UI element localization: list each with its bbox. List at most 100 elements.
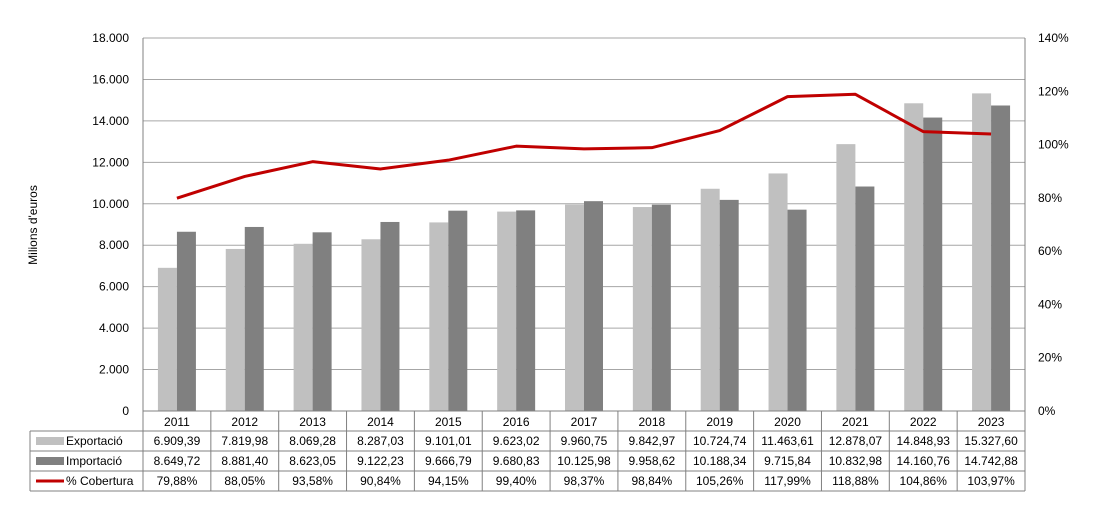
table-cell-value: 99,40% (496, 474, 537, 488)
y2-tick-label: 0% (1038, 404, 1056, 418)
y-axis-title: Milions d'euros (26, 185, 40, 265)
x-tick-label: 2016 (503, 415, 530, 429)
data-table: 2011 2012 2013 2014 2015 2016 2017 2018 2019 2020… (29, 411, 1026, 492)
export-bar (632, 207, 652, 411)
import-bar (176, 231, 196, 411)
axes: 0 2.000 4.000 6.000 8.000 10.000 12.000 14.000 1… (92, 31, 1069, 418)
table-cell-value: 104,86% (900, 474, 948, 488)
legend-label: Exportació (66, 434, 123, 448)
legend-key-import (36, 457, 64, 465)
x-tick-label: 2022 (910, 415, 937, 429)
y-tick-label: 0 (122, 404, 129, 418)
import-bar (448, 210, 468, 411)
y-tick-label: 2.000 (99, 363, 129, 377)
table-cell-value: 7.819,98 (221, 434, 268, 448)
legend-label: Importació (66, 454, 122, 468)
export-bar (904, 103, 924, 411)
x-tick-label: 2019 (706, 415, 733, 429)
import-bar (991, 105, 1011, 412)
export-bar (225, 248, 245, 411)
x-tick-label: 2012 (231, 415, 258, 429)
table-cell-value: 12.878,07 (829, 434, 883, 448)
import-bar (584, 201, 603, 411)
y-tick-label: 6.000 (99, 280, 129, 294)
export-bar (768, 173, 788, 411)
import-bar (312, 232, 332, 411)
table-cell-value: 79,88% (157, 474, 198, 488)
table-cell-value: 8.649,72 (154, 454, 201, 468)
x-tick-label: 2013 (299, 415, 326, 429)
export-bar (497, 211, 517, 411)
x-tick-label: 2021 (842, 415, 869, 429)
table-cell-value: 14.848,93 (897, 434, 951, 448)
export-bar (836, 144, 856, 412)
table-cell-value: 9.122,23 (357, 454, 404, 468)
coverage-line (176, 92, 992, 200)
x-tick-label: 2020 (774, 415, 801, 429)
import-bar (651, 204, 671, 411)
y2-tick-label: 60% (1038, 244, 1062, 258)
import-bar (719, 199, 739, 411)
import-bar (244, 226, 264, 411)
coverage-line-layer (176, 92, 992, 200)
table-cell-value: 93,58% (292, 474, 333, 488)
table-cell-value: 14.742,88 (964, 454, 1018, 468)
export-bar (565, 204, 584, 411)
table-cell-value: 8.623,05 (289, 454, 336, 468)
y-tick-label: 8.000 (99, 238, 129, 252)
y2-tick-label: 80% (1038, 191, 1062, 205)
y-tick-label: 14.000 (92, 114, 129, 128)
table-cell-value: 98,37% (564, 474, 605, 488)
table-cell-value: 90,84% (360, 474, 401, 488)
x-tick-label: 2015 (435, 415, 462, 429)
bars (157, 93, 1011, 412)
table-cell-value: 10.188,34 (693, 454, 747, 468)
table-cell-value: 10.832,98 (829, 454, 883, 468)
y-tick-label: 4.000 (99, 321, 129, 335)
x-tick-label: 2014 (367, 415, 394, 429)
y2-tick-label: 20% (1038, 351, 1062, 365)
export-bar (157, 267, 177, 411)
table-cell-value: 10.125,98 (557, 454, 611, 468)
export-bar (429, 222, 449, 411)
table-cell-value: 8.069,28 (289, 434, 336, 448)
table-cell-value: 98,84% (631, 474, 672, 488)
y2-tick-label: 120% (1038, 84, 1069, 98)
import-bar (923, 117, 943, 411)
table-cell-value: 118,88% (832, 474, 879, 488)
import-bar (855, 186, 875, 411)
export-bar (972, 93, 992, 412)
y2-tick-label: 140% (1038, 31, 1069, 45)
x-tick-label: 2017 (571, 415, 598, 429)
import-bar (380, 221, 400, 411)
table-cell-value: 117,99% (764, 474, 811, 488)
table-cell-value: 11.463,61 (761, 434, 814, 448)
x-tick-label: 2011 (164, 415, 190, 429)
export-bar (293, 243, 313, 411)
y-tick-label: 18.000 (92, 31, 129, 45)
table-cell-value: 6.909,39 (154, 434, 201, 448)
export-bar (361, 239, 381, 411)
table-cell-value: 9.623,02 (493, 434, 540, 448)
import-bar (516, 210, 536, 411)
table-cell-value: 8.881,40 (221, 454, 268, 468)
table-cell-value: 15.327,60 (964, 434, 1018, 448)
legend-key-export (36, 437, 64, 445)
y-tick-label: 16.000 (92, 72, 129, 86)
x-tick-label: 2023 (978, 415, 1005, 429)
y2-tick-label: 40% (1038, 297, 1062, 311)
table-cell-value: 103,97% (967, 474, 1015, 488)
table-cell-value: 9.101,01 (425, 434, 472, 448)
legend-label: % Cobertura (66, 474, 134, 488)
y-tick-label: 10.000 (92, 197, 129, 211)
table-cell-value: 8.287,03 (357, 434, 404, 448)
table-cell-value: 9.960,75 (561, 434, 608, 448)
table-cell-value: 94,15% (428, 474, 469, 488)
table-cell-value: 9.666,79 (425, 454, 472, 468)
table-cell-value: 9.958,62 (628, 454, 675, 468)
import-bar (787, 209, 807, 411)
table-cell-value: 9.842,97 (628, 434, 675, 448)
x-tick-label: 2018 (638, 415, 665, 429)
table-cell-value: 10.724,74 (693, 434, 747, 448)
